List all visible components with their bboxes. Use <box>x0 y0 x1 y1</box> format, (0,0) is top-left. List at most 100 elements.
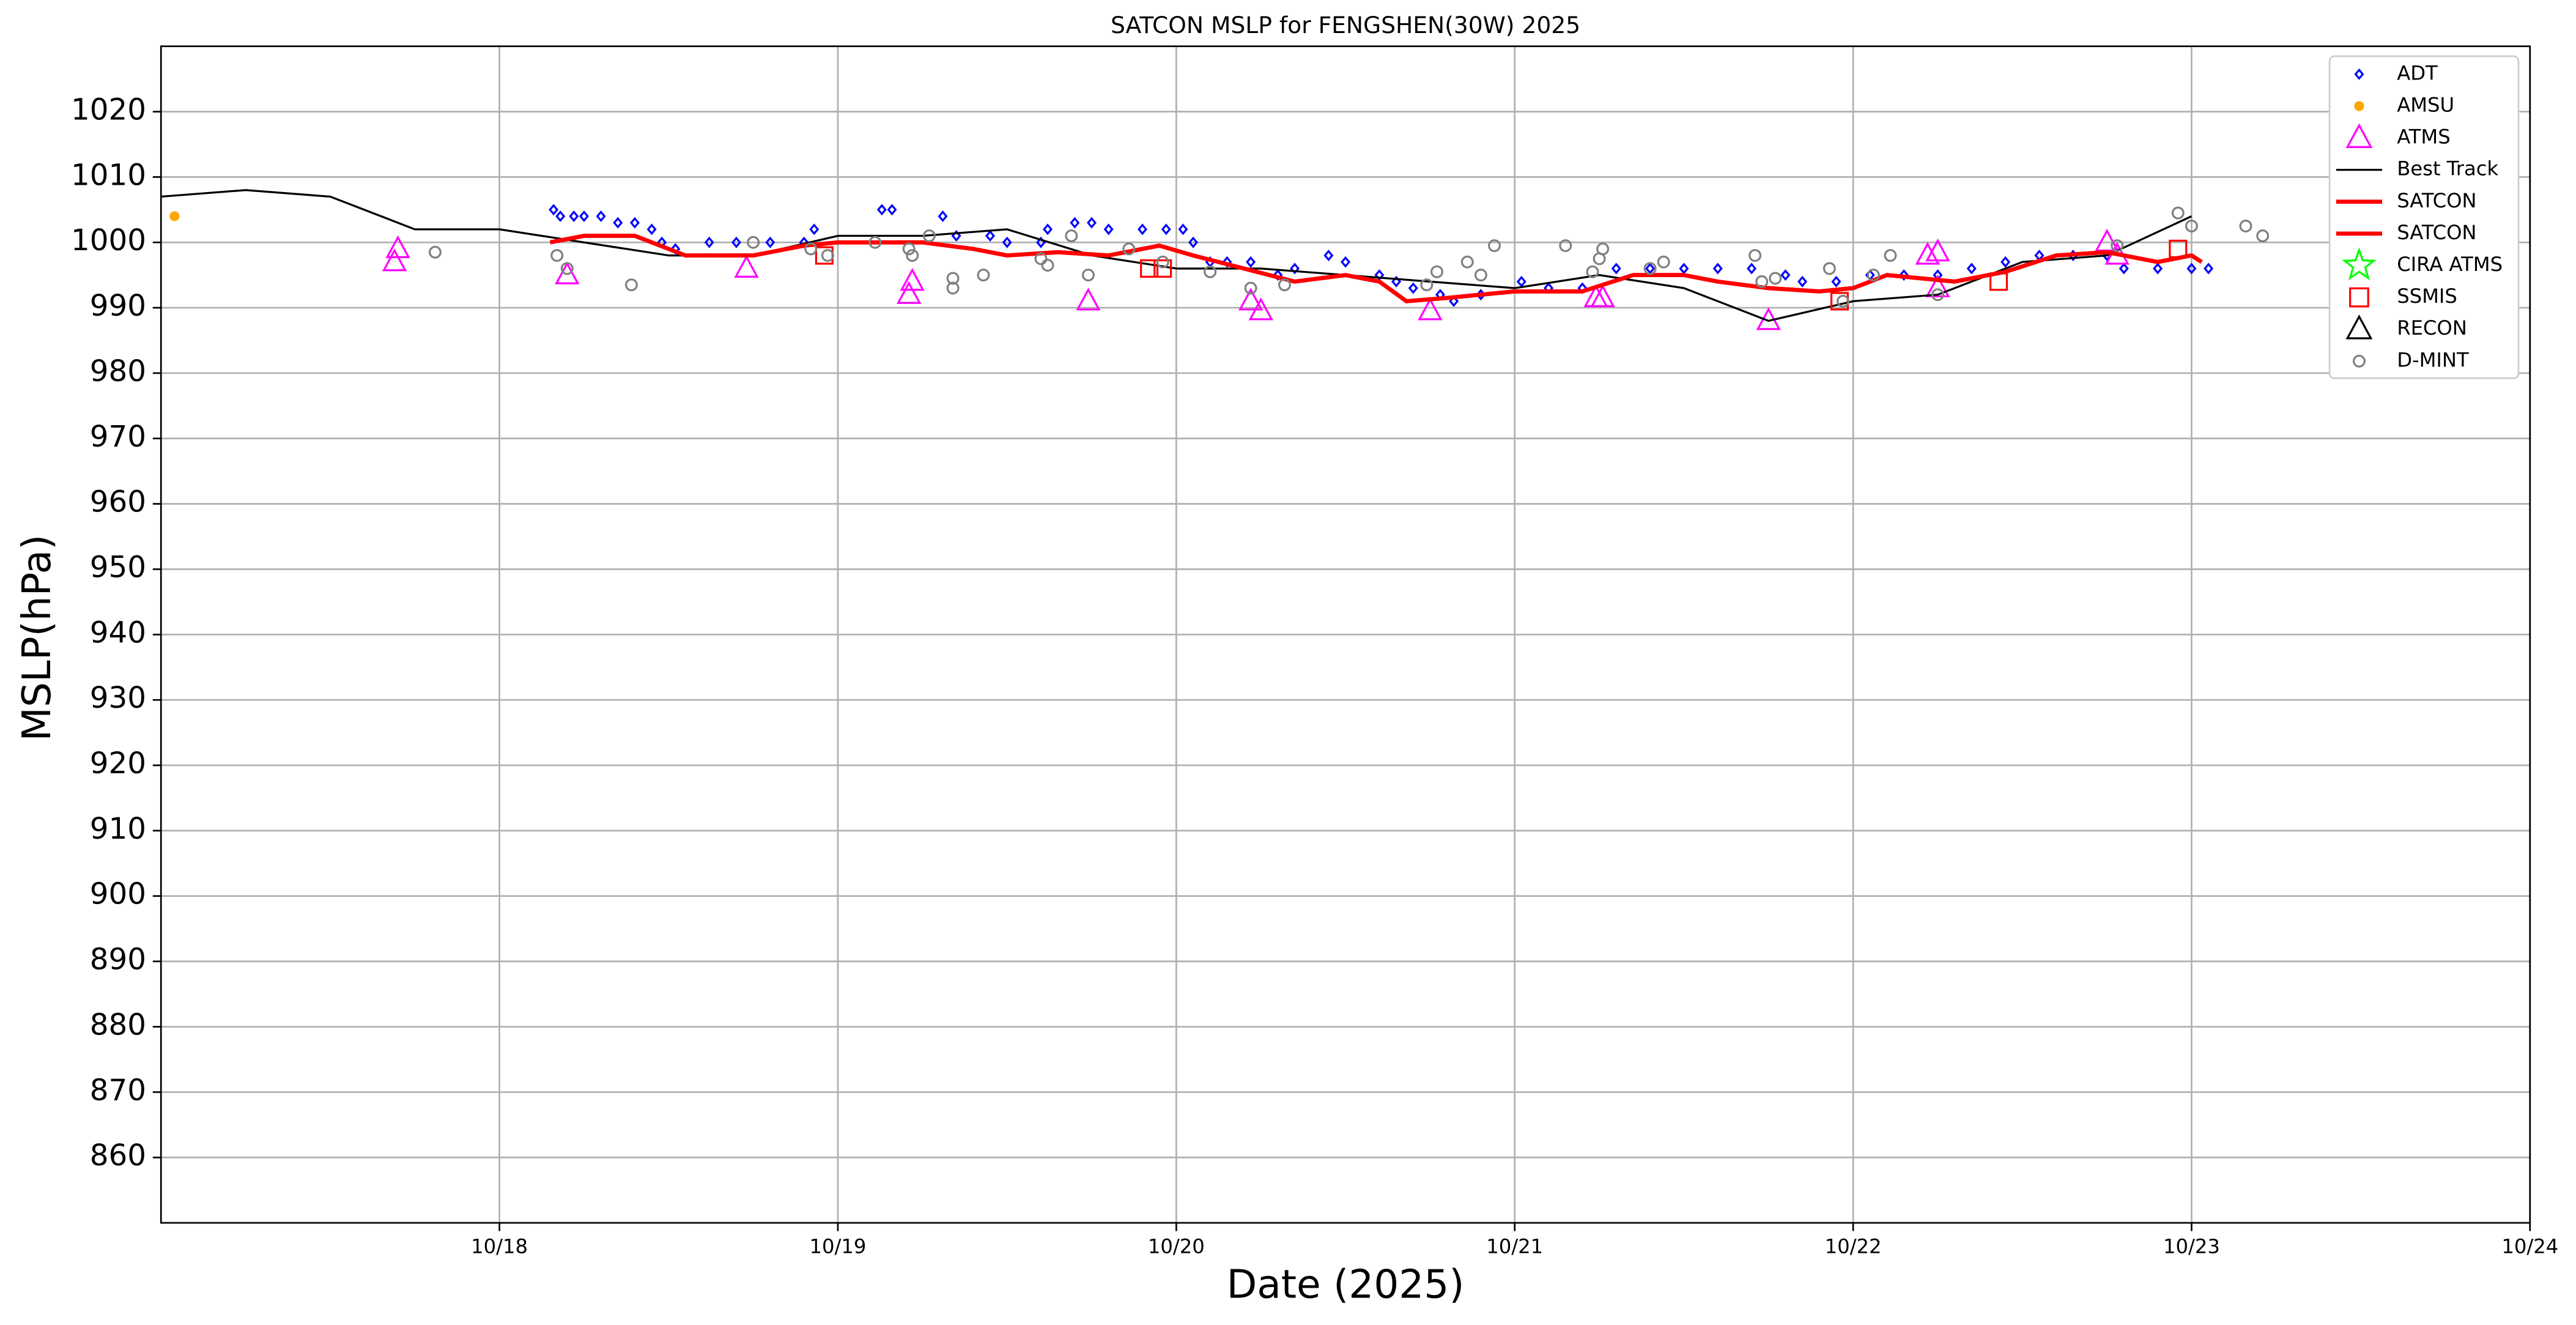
adt-point <box>1340 256 1351 268</box>
triangle-point <box>734 254 759 278</box>
legend-label: SATCON <box>2397 189 2476 212</box>
square-point <box>1153 259 1172 278</box>
adt-point <box>876 204 887 216</box>
y-tick-label: 1000 <box>71 223 146 258</box>
square-point <box>1140 259 1159 278</box>
circle-point <box>1034 252 1048 265</box>
triangle-point <box>1925 274 1950 298</box>
adt-point <box>1070 217 1080 229</box>
circle-point <box>1244 281 1257 295</box>
satcon-line <box>549 234 2203 303</box>
adt-point <box>985 230 996 242</box>
adt-point <box>2119 262 2129 275</box>
adt-point <box>887 204 897 216</box>
circle-point <box>1156 255 1169 269</box>
adt-point <box>646 223 657 236</box>
adt-point <box>1246 256 1256 268</box>
y-axis-label: MSLP(hPa) <box>14 535 60 741</box>
adt-point <box>555 210 566 222</box>
adt-point <box>1323 250 1334 262</box>
circle-point <box>1430 265 1443 278</box>
y-tick-label: 900 <box>90 877 146 911</box>
y-tick-label: 950 <box>90 550 146 584</box>
circle-point <box>1204 265 1217 278</box>
legend-swatch <box>2354 101 2364 111</box>
circle-point <box>1643 262 1657 275</box>
circle-point <box>1081 269 1095 282</box>
circle-point <box>1065 229 1078 243</box>
legend-swatch <box>2342 247 2377 281</box>
circle-point <box>624 278 638 292</box>
adt-point <box>549 204 559 216</box>
adt-point <box>2000 256 2011 268</box>
legend-label: RECON <box>2397 316 2467 340</box>
circle-point <box>1460 255 1474 269</box>
circle-point <box>1559 239 1572 253</box>
x-axis-label: Date (2025) <box>1227 1261 1465 1307</box>
adt-point <box>1747 262 1757 275</box>
adt-point <box>1188 236 1199 248</box>
y-tick-label: 1020 <box>71 93 146 127</box>
adt-point <box>2204 262 2214 275</box>
circle-point <box>560 262 574 275</box>
adt-point <box>629 217 640 229</box>
adt-point <box>1043 223 1053 236</box>
triangle-point <box>1915 242 1940 265</box>
adt-point <box>1899 269 1909 281</box>
adt-point <box>731 236 741 248</box>
adt-point <box>704 236 714 248</box>
x-tick-label: 10/19 <box>810 1234 867 1258</box>
square-point <box>2169 239 2188 258</box>
chart-title: SATCON MSLP for FENGSHEN(30W) 2025 <box>1111 12 1580 39</box>
x-tick-label: 10/21 <box>1486 1234 1543 1258</box>
legend-label: Best Track <box>2397 157 2498 180</box>
circle-point <box>1755 275 1769 288</box>
adt-point <box>1408 282 1418 294</box>
x-tick-label: 10/24 <box>2501 1234 2558 1258</box>
triangle-point <box>897 281 922 304</box>
circle-point <box>1749 249 1762 262</box>
circle-point <box>2256 229 2270 243</box>
y-tick-label: 980 <box>90 354 146 388</box>
y-tick-label: 960 <box>90 485 146 519</box>
circle-point <box>1041 259 1054 272</box>
y-tick-label: 1010 <box>71 158 146 192</box>
adt-point <box>596 210 606 222</box>
circle-point <box>550 249 564 262</box>
triangle-point <box>385 235 410 258</box>
triangle-point <box>555 261 580 284</box>
circle-point <box>868 236 882 249</box>
legend-box <box>2328 55 2520 379</box>
legend-swatch <box>2352 354 2366 368</box>
x-tick-label: 10/23 <box>2163 1234 2220 1258</box>
circle-point <box>428 245 442 259</box>
circle-point <box>2239 220 2252 232</box>
triangle-point <box>1590 284 1615 308</box>
adt-point <box>1161 223 1171 236</box>
circle-point <box>946 272 960 285</box>
adt-point <box>765 236 775 248</box>
y-tick-label: 990 <box>90 289 146 323</box>
adt-point <box>2186 262 2197 275</box>
circle-point <box>1586 265 1599 278</box>
square-point <box>1989 272 2008 291</box>
adt-point <box>1086 217 1097 229</box>
triangle-point <box>382 248 407 272</box>
plot-frame <box>160 45 2531 1224</box>
circle-point <box>1488 239 1501 253</box>
legend-label: ADT <box>2397 61 2438 84</box>
y-tick-label: 890 <box>90 943 146 977</box>
amsu-point <box>169 211 180 221</box>
triangle-point <box>1418 297 1443 321</box>
legend-label: AMSU <box>2397 93 2454 116</box>
adt-point <box>1137 223 1148 236</box>
x-tick-label: 10/20 <box>1148 1234 1205 1258</box>
circle-point <box>977 269 990 282</box>
y-tick-label: 860 <box>90 1138 146 1173</box>
circle-point <box>1836 294 1849 308</box>
circle-point <box>1596 242 1610 256</box>
legend-swatch <box>2345 123 2373 148</box>
legend-swatch <box>2349 287 2369 308</box>
adt-point <box>1178 223 1188 236</box>
